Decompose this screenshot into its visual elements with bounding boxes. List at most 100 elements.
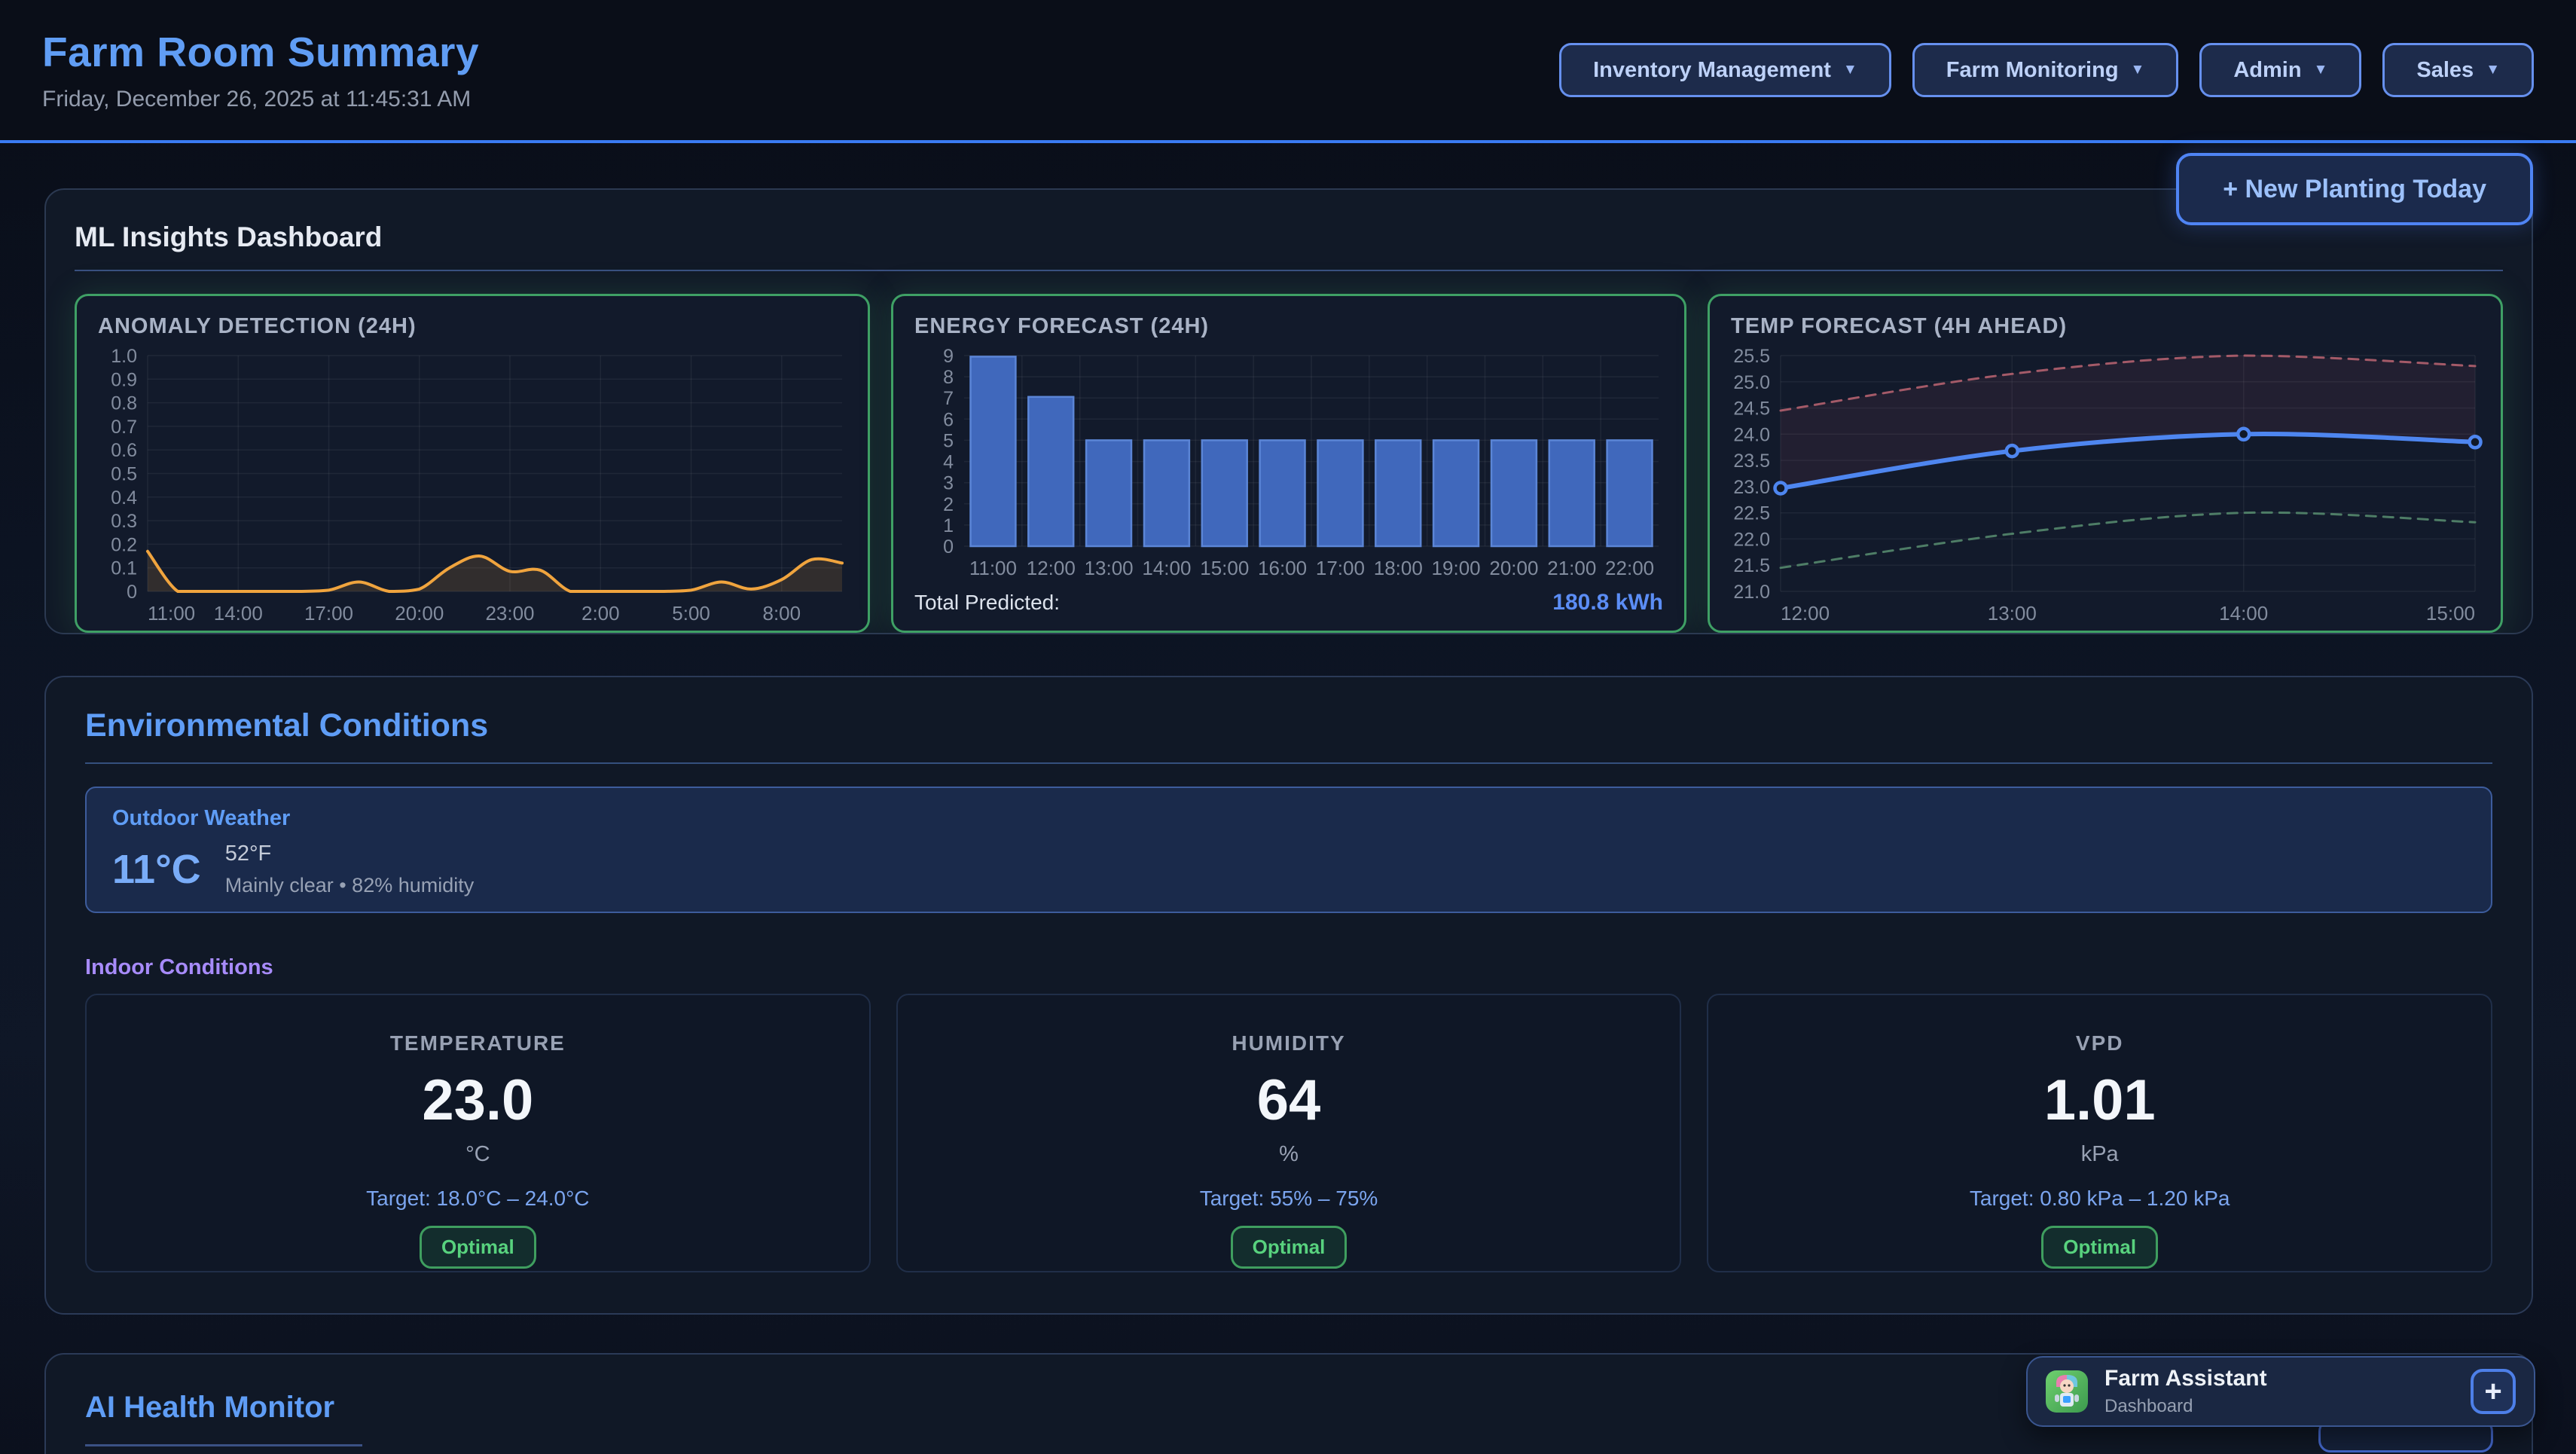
svg-text:0.2: 0.2 [111, 534, 137, 555]
temperature-unit: °C [465, 1142, 490, 1166]
main-nav: Inventory Management ▼ Farm Monitoring ▼… [1559, 43, 2534, 97]
svg-text:2: 2 [943, 494, 954, 515]
vpd-value: 1.01 [2043, 1068, 2156, 1132]
nav-admin[interactable]: Admin ▼ [2199, 43, 2362, 97]
farm-assistant-avatar [2046, 1370, 2088, 1413]
svg-text:24.0: 24.0 [1733, 424, 1770, 445]
nav-farm-monitoring[interactable]: Farm Monitoring ▼ [1912, 43, 2179, 97]
temperature-target: Target: 18.0°C – 24.0°C [366, 1187, 590, 1210]
svg-text:0.7: 0.7 [111, 417, 137, 438]
chevron-down-icon: ▼ [2486, 62, 2500, 78]
svg-text:0: 0 [943, 536, 954, 557]
svg-text:25.0: 25.0 [1733, 372, 1770, 393]
svg-text:13:00: 13:00 [1988, 602, 2037, 625]
indoor-conditions-heading: Indoor Conditions [85, 955, 273, 979]
anomaly-detection-chart: 0 0.1 0.20.30.40.5 0.60.7 0.8 0.91.0 11:00 14:0… [111, 346, 844, 625]
temperature-label: TEMPERATURE [389, 1031, 566, 1055]
page-datetime: Friday, December 26, 2025 at 11:45:31 AM [42, 87, 472, 111]
svg-text:0.1: 0.1 [111, 558, 137, 579]
farm-assistant-widget[interactable]: Farm Assistant Dashboard + [2026, 1356, 2535, 1427]
ml-chart-row: ANOMALY DETECTION (24H) 0 0.1 0.2 0.3 0.4 0.5… [75, 294, 2503, 633]
nav-admin-label: Admin [2233, 57, 2302, 82]
svg-text:21.0: 21.0 [1733, 582, 1770, 603]
svg-text:14:00: 14:00 [214, 602, 263, 625]
outdoor-weather-details: 52°F Mainly clear • 82% humidity [225, 842, 475, 897]
ml-heading-divider [75, 270, 2503, 271]
vpd-metric-card: VPD 1.01 kPa Target: 0.80 kPa – 1.20 kPa… [1707, 994, 2493, 1272]
svg-text:0.5: 0.5 [111, 464, 137, 485]
outdoor-weather-title: Outdoor Weather [112, 806, 291, 830]
svg-text:17:00: 17:00 [1316, 557, 1365, 579]
svg-text:6: 6 [943, 409, 954, 430]
environmental-conditions-heading: Environmental Conditions [85, 707, 489, 744]
temp-forecast-chart: 21.0 21.5 22.0 22.5 23.0 23.5 24.0 24.5 25.0 25.5… [1733, 346, 2483, 625]
ai-health-monitor-heading: AI Health Monitor [85, 1391, 335, 1424]
svg-text:19:00: 19:00 [1432, 557, 1481, 579]
svg-text:24.5: 24.5 [1733, 399, 1770, 420]
ai-heading-underline [85, 1444, 362, 1446]
svg-text:4: 4 [943, 452, 954, 473]
svg-text:20:00: 20:00 [395, 602, 444, 625]
energy-total-label: Total Predicted: [914, 591, 1060, 614]
energy-chart-title: ENERGY FORECAST (24H) [914, 314, 1210, 338]
humidity-metric-card: HUMIDITY 64 % Target: 55% – 75% Optimal [896, 994, 1682, 1272]
svg-text:14:00: 14:00 [1142, 557, 1191, 579]
svg-text:0.3: 0.3 [111, 511, 137, 532]
open-chat-button[interactable]: + [2471, 1369, 2516, 1414]
outdoor-weather-card: Outdoor Weather 11°C 52°F Mainly clear •… [85, 787, 2492, 913]
page-title: Farm Room Summary [42, 29, 480, 75]
svg-text:5:00: 5:00 [672, 602, 710, 625]
nav-farm-monitoring-label: Farm Monitoring [1946, 57, 2119, 82]
ml-insights-heading: ML Insights Dashboard [75, 221, 383, 252]
svg-text:11:00: 11:00 [148, 602, 195, 625]
chevron-down-icon: ▼ [1842, 62, 1857, 78]
svg-text:22:00: 22:00 [1605, 557, 1654, 579]
environmental-heading-divider [85, 762, 2492, 764]
vpd-target: Target: 0.80 kPa – 1.20 kPa [1969, 1187, 2230, 1210]
svg-text:0.4: 0.4 [111, 487, 137, 509]
anomaly-chart-title: ANOMALY DETECTION (24H) [98, 314, 417, 338]
svg-text:20:00: 20:00 [1489, 557, 1538, 579]
humidity-target: Target: 55% – 75% [1199, 1187, 1378, 1210]
environmental-conditions-panel: Environmental Conditions Outdoor Weather… [44, 676, 2533, 1315]
nav-sales[interactable]: Sales ▼ [2382, 43, 2534, 97]
humidity-value: 64 [1256, 1068, 1321, 1132]
temperature-status-badge: Optimal [419, 1226, 536, 1269]
svg-text:0.9: 0.9 [111, 369, 137, 390]
vpd-label: VPD [2075, 1031, 2124, 1055]
svg-text:25.5: 25.5 [1733, 346, 1770, 367]
farm-assistant-subtitle: Dashboard [2104, 1396, 2193, 1416]
svg-text:0.8: 0.8 [111, 393, 137, 414]
outdoor-weather-row: 11°C 52°F Mainly clear • 82% humidity [112, 842, 2465, 897]
temperature-metric-card: TEMPERATURE 23.0 °C Target: 18.0°C – 24.… [85, 994, 871, 1272]
svg-text:11:00: 11:00 [969, 557, 1017, 579]
ml-insights-panel: ML Insights Dashboard ANOMALY DETECTION … [44, 188, 2533, 634]
svg-text:1: 1 [943, 515, 954, 536]
svg-text:18:00: 18:00 [1374, 557, 1423, 579]
svg-text:7: 7 [943, 388, 954, 409]
nav-sales-label: Sales [2416, 57, 2474, 82]
vpd-status-badge: Optimal [2041, 1226, 2159, 1269]
svg-text:2:00: 2:00 [581, 602, 620, 625]
svg-text:12:00: 12:00 [1781, 602, 1830, 625]
svg-text:5: 5 [943, 430, 954, 451]
svg-text:1.0: 1.0 [111, 346, 137, 367]
nav-inventory-management[interactable]: Inventory Management ▼ [1559, 43, 1891, 97]
farm-assistant-name: Farm Assistant [2104, 1366, 2267, 1391]
humidity-status-badge: Optimal [1230, 1226, 1348, 1269]
temp-chart-title: TEMP FORECAST (4H AHEAD) [1731, 314, 2068, 338]
svg-text:15:00: 15:00 [1200, 557, 1249, 579]
outdoor-temp-c: 11°C [112, 847, 201, 892]
energy-total-row: Total Predicted: 180.8 kWh [893, 585, 1684, 631]
temperature-value: 23.0 [422, 1068, 534, 1132]
new-planting-today-button[interactable]: + New Planting Today [2176, 153, 2533, 225]
humidity-label: HUMIDITY [1232, 1031, 1346, 1055]
robot-mascot-icon [2055, 1375, 2079, 1407]
chevron-down-icon: ▼ [2313, 62, 2328, 78]
farm-assistant-text-block: Farm Assistant Dashboard [2104, 1366, 2267, 1417]
indoor-metric-row: TEMPERATURE 23.0 °C Target: 18.0°C – 24.… [85, 994, 2493, 1272]
top-header: Farm Room Summary Friday, December 26, 2… [0, 0, 2576, 143]
svg-text:9: 9 [943, 346, 954, 367]
